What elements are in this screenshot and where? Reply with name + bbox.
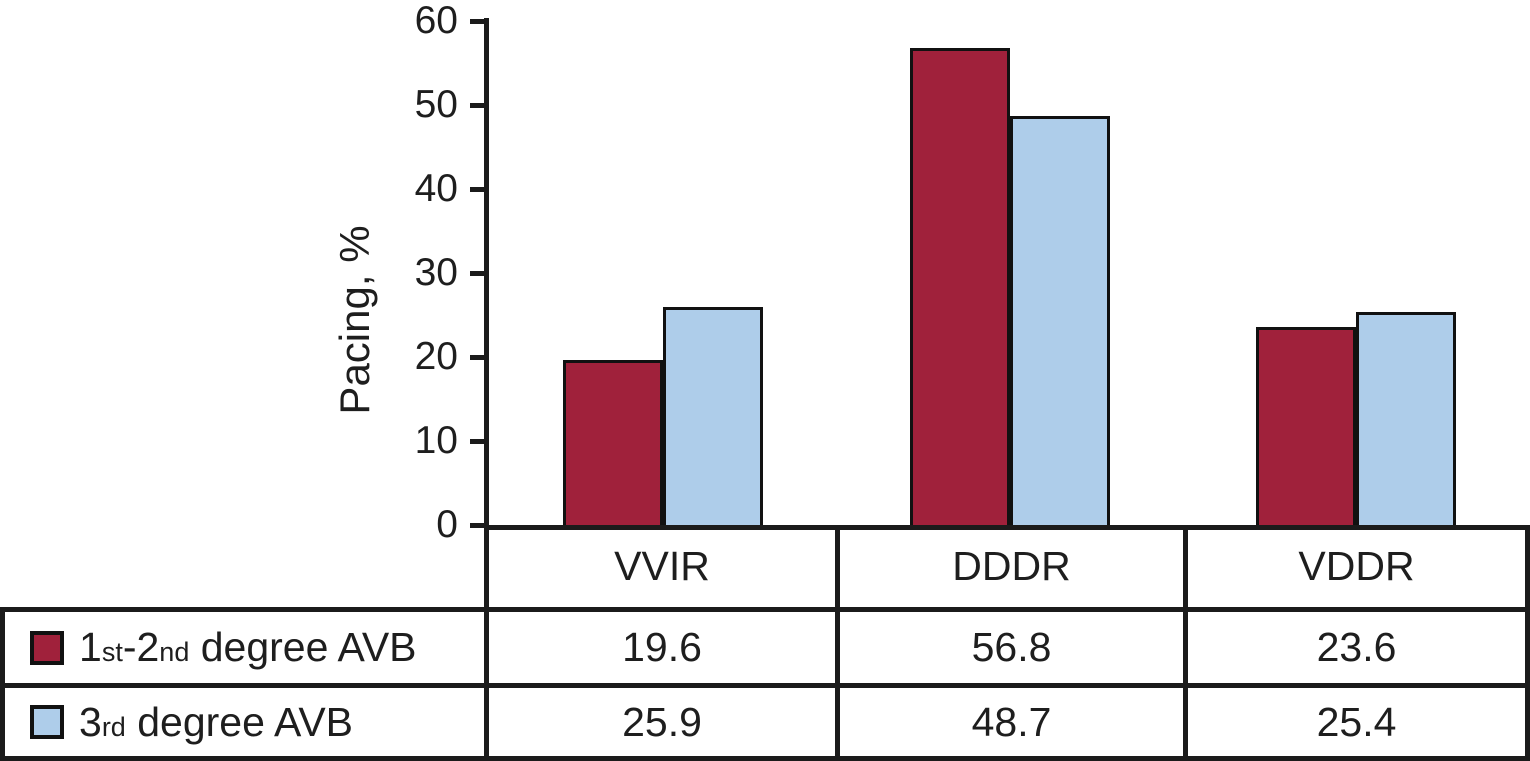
- value-cell-vddr-series-1: 23.6: [1316, 624, 1397, 670]
- y-tick-label: 60: [414, 0, 458, 42]
- table-right-border: [1525, 525, 1530, 761]
- value-cell-vddr-series-2: 25.4: [1316, 698, 1397, 745]
- bar-vddr-series-2: [1356, 312, 1456, 525]
- y-tick-label: 40: [414, 167, 458, 210]
- table-column-divider-2: [1183, 525, 1188, 761]
- y-tick-label: 0: [436, 503, 458, 546]
- y-tick-label: 30: [414, 251, 458, 294]
- value-cell-vvir-series-2: 25.9: [622, 698, 702, 745]
- bar-vvir-series-1: [563, 360, 663, 525]
- value-cell-dddr-series-2: 48.7: [971, 698, 1052, 745]
- y-tick-mark: [470, 355, 488, 360]
- table-row-divider-2: [0, 683, 1530, 688]
- y-tick-mark: [470, 19, 488, 24]
- bar-vddr-series-1: [1256, 327, 1356, 525]
- table-row-divider-1: [0, 607, 1530, 612]
- x-axis-baseline: [484, 525, 1530, 530]
- legend-label-series-1: 1st-2nd degree AVB: [79, 624, 417, 670]
- category-header-dddr: DDDR: [952, 542, 1071, 589]
- y-tick-mark: [470, 271, 488, 276]
- bar-dddr-series-1: [910, 48, 1010, 525]
- legend-row-series-1: 1st-2nd degree AVB: [6, 612, 484, 683]
- y-tick-mark: [470, 187, 488, 192]
- y-tick-label: 20: [414, 335, 458, 378]
- value-cell-vvir-series-1: 19.6: [622, 624, 702, 670]
- legend-swatch-series-2: [30, 705, 64, 739]
- bar-dddr-series-2: [1010, 116, 1110, 525]
- legend-label-series-2: 3rd degree AVB: [79, 698, 354, 745]
- table-bottom-border: [0, 756, 1530, 761]
- category-header-vvir: VVIR: [614, 542, 710, 589]
- y-tick-mark: [470, 439, 488, 444]
- y-tick-mark: [470, 523, 488, 528]
- y-tick-mark: [470, 103, 488, 108]
- value-cell-dddr-series-1: 56.8: [971, 624, 1052, 670]
- y-axis-line: [484, 18, 489, 761]
- category-header-vddr: VDDR: [1298, 542, 1415, 589]
- bar-vvir-series-2: [663, 307, 763, 525]
- y-tick-label: 10: [414, 419, 458, 462]
- table-left-border: [0, 607, 5, 761]
- legend-swatch-series-1: [30, 630, 64, 665]
- table-column-divider-1: [835, 525, 840, 761]
- legend-row-series-2: 3rd degree AVB: [6, 688, 484, 756]
- y-tick-label: 50: [414, 83, 458, 126]
